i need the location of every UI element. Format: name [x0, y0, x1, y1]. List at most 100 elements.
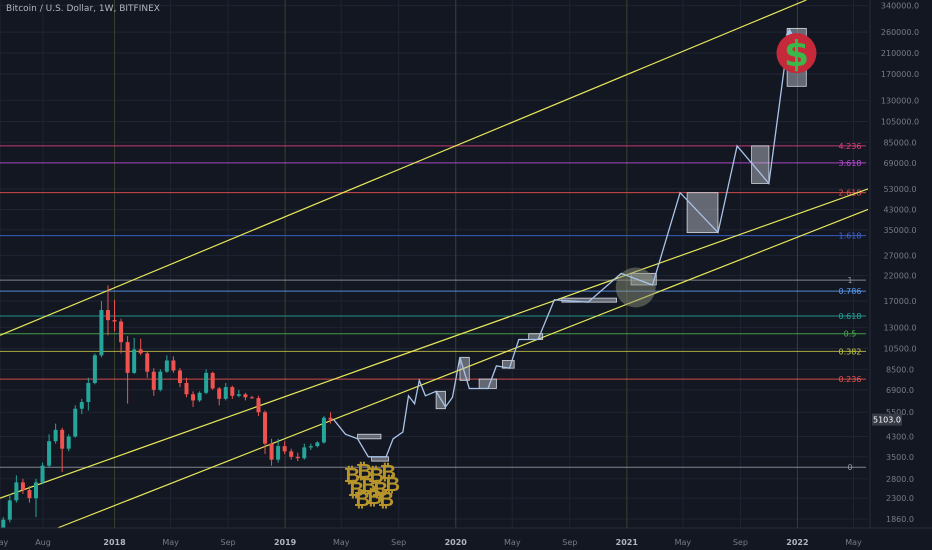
fib-level-label: 0.382 — [839, 347, 862, 356]
channel-line[interactable] — [0, 188, 869, 499]
candle-body — [315, 442, 320, 447]
candle-body — [217, 388, 222, 399]
candle-body — [321, 417, 326, 443]
last-price-badge — [872, 413, 902, 426]
fib-retracement[interactable]: 0 0.236 0.382 0.5 0.618 0.786 1 1.618 2.618 3.618… — [0, 142, 866, 472]
candle-body — [73, 408, 78, 437]
price-tick-label: 4300.0 — [886, 433, 914, 442]
candle-body — [223, 387, 228, 399]
bitcoin-coin: ₿ — [348, 477, 364, 501]
candle-body — [302, 447, 307, 459]
candle-body — [236, 394, 241, 396]
price-tick-label: 3500.0 — [886, 453, 914, 462]
fib-level-label: 2.618 — [839, 189, 862, 198]
candle-body — [328, 417, 333, 420]
candle-body — [60, 429, 65, 449]
bitcoin-coin: ₿ — [368, 463, 384, 487]
candle-body — [171, 360, 176, 371]
fib-level-label: 4.236 — [839, 142, 862, 151]
candle-body — [263, 412, 268, 444]
fib-level-label: 3.618 — [839, 159, 862, 168]
price-tick-label: 2800.0 — [886, 475, 914, 484]
price-tick-label: 35000.0 — [883, 226, 916, 235]
fib-level-label: 1 — [847, 276, 852, 285]
grid — [0, 0, 868, 528]
candle-body — [230, 387, 235, 396]
projection-box[interactable] — [751, 145, 770, 184]
candle-body — [138, 349, 143, 354]
candle-body — [145, 353, 150, 372]
projection-box[interactable] — [357, 433, 382, 440]
time-tick-label: May — [504, 538, 521, 547]
price-axis[interactable]: 340000.0 260000.0 210000.0 170000.0 130000.0… — [869, 0, 932, 550]
candle-body — [269, 443, 274, 460]
time-tick-label: 2019 — [274, 538, 297, 547]
price-tick-label: 5500.0 — [886, 408, 914, 417]
candle-body — [164, 360, 169, 372]
time-tick-label: May — [845, 538, 862, 547]
candle-body — [295, 456, 300, 459]
time-tick-label: 2020 — [445, 538, 468, 547]
bitcoin-coin: ₿ — [380, 460, 396, 484]
candle-body — [204, 372, 209, 393]
projection-path[interactable] — [333, 28, 794, 458]
time-tick-label: May — [0, 538, 9, 547]
projection-box[interactable] — [686, 192, 719, 234]
price-tick-label: 27000.0 — [883, 251, 916, 260]
candle-body — [92, 355, 97, 383]
candle-body — [197, 392, 202, 401]
bitcoin-coin: ₿ — [344, 463, 360, 487]
price-tick-label: 69000.0 — [883, 159, 916, 168]
candle-body — [112, 320, 117, 322]
candle-body — [1, 519, 6, 531]
time-tick-label: Aug — [35, 538, 51, 547]
candle-body — [125, 342, 130, 373]
price-tick-label: 10500.0 — [883, 344, 916, 353]
price-tick-label: 105000.0 — [881, 117, 919, 126]
price-tick-label: 13000.0 — [883, 323, 916, 332]
time-axis-bg — [0, 528, 932, 550]
bitcoin-coin: ₿ — [384, 472, 400, 496]
dollar-coin — [776, 33, 817, 74]
price-axis-bg — [870, 0, 932, 550]
candle-body — [256, 398, 261, 413]
candle-body — [86, 382, 91, 403]
candle-body — [66, 436, 71, 449]
channel-line[interactable] — [0, 0, 807, 336]
time-tick-label: Sep — [391, 538, 406, 547]
fib-level-label: 0 — [847, 463, 852, 472]
candles — [1, 285, 333, 533]
projection-line[interactable] — [333, 28, 791, 458]
price-tick-label: 8500.0 — [886, 365, 914, 374]
time-tick-label: Sep — [221, 538, 236, 547]
fib-level-label: 1.618 — [839, 232, 862, 241]
bitcoin-coin: ₿ — [356, 459, 372, 483]
bitcoin-coin: ₿ — [378, 487, 394, 511]
candle-body — [20, 482, 25, 490]
candle-body — [40, 465, 45, 483]
time-tick-label: 2018 — [103, 538, 126, 547]
fib-level-label: 0.5 — [844, 330, 857, 339]
candle-body — [33, 482, 38, 499]
candle-body — [7, 500, 12, 520]
candle-body — [47, 441, 52, 466]
candle-body — [249, 397, 254, 399]
highlight-circle[interactable] — [615, 267, 656, 308]
time-axis[interactable]: May Aug 2018 May Sep 2019 May Sep 2020 May Sep 2021… — [0, 527, 932, 550]
price-tick-label: 85000.0 — [883, 138, 916, 147]
projection-box[interactable] — [459, 356, 470, 381]
price-tick-label: 170000.0 — [881, 70, 919, 79]
candle-body — [276, 446, 281, 460]
chart-title: Bitcoin / U.S. Dollar, 1W, BITFINEX — [6, 4, 160, 14]
candle-body — [105, 310, 110, 321]
bitcoin-coin: ₿ — [354, 487, 370, 511]
time-tick-label: May — [675, 538, 692, 547]
price-tick-label: 22000.0 — [883, 272, 916, 281]
price-tick-label: 260000.0 — [881, 28, 919, 37]
candle-body — [14, 482, 19, 501]
candle-body — [132, 349, 137, 373]
projection-box[interactable] — [478, 378, 497, 389]
price-tick-label: 43000.0 — [883, 205, 916, 214]
